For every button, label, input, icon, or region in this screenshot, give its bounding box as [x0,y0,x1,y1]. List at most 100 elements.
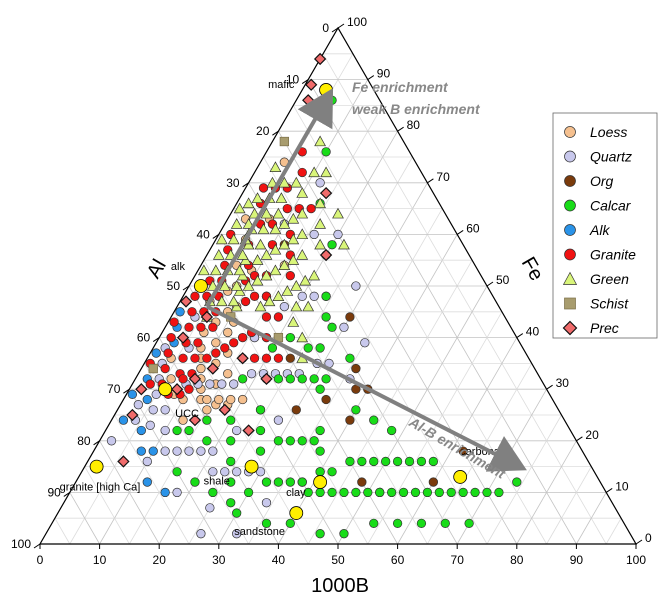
data-point-green [230,300,243,312]
data-point-alk [142,394,152,405]
data-point-calcar [273,436,284,446]
data-point-green [314,135,327,147]
right-tick-label: 10 [615,479,629,493]
data-point-green [332,207,344,219]
data-point-green [233,202,246,214]
grid-line [99,440,160,545]
data-point-green [314,197,327,209]
data-point-green [227,233,240,245]
data-point-granite [220,343,230,353]
data-point-green [314,218,327,229]
data-point-calcar [255,405,266,415]
data-point-calcar [172,467,182,477]
data-point-alk [151,348,161,358]
left-tick-mark [63,491,71,497]
data-point-quartz [205,379,215,389]
data-point-loess [196,363,206,374]
data-point-quartz [229,379,239,389]
data-point-quartz [196,446,206,456]
data-point-calcar [309,374,319,384]
data-point-green [320,166,332,178]
data-point-prec [319,248,333,262]
data-point-alk [127,389,138,400]
data-point-green [314,238,327,250]
reference-point [158,382,173,397]
left-tick-label: 60 [137,331,151,345]
bottom-tick-label: 30 [212,553,226,567]
bottom-tick-label: 80 [510,553,524,567]
data-point-green [299,274,312,286]
data-point-green [254,238,267,250]
data-point-loess [226,394,236,405]
data-point-green [269,243,282,255]
data-point-calcar [464,518,474,529]
grid-line [367,311,503,545]
data-point-calcar [357,456,367,467]
data-point-green [218,279,231,291]
grid-line [576,492,607,545]
data-point-quartz [246,369,257,379]
data-point-granite [211,348,221,358]
data-point-alk [136,425,146,436]
tick-labels: 0 10 20 30 40 50 60 70 80 90 100010203040506070809… [11,15,652,567]
data-point-green [308,166,321,178]
reference-point [289,506,304,520]
data-point-prec [117,455,130,468]
data-point-schist [279,136,290,147]
data-point-org [291,405,301,415]
data-point-calcar [172,425,182,436]
data-point-green [278,176,291,188]
data-point-calcar [392,456,403,467]
grid-line [263,156,488,545]
legend-label-calcar: Calcar [590,198,632,214]
reference-point [89,459,104,474]
data-point-calcar [226,415,236,425]
data-point-quartz [172,446,182,456]
reference-label: mafic [268,79,295,91]
left-tick-mark [212,233,220,239]
data-point-green [296,331,309,343]
data-point-green [198,264,210,276]
data-point-calcar [434,487,444,498]
data-point-schist [148,363,158,374]
data-point-green [254,300,267,312]
data-point-granite [208,322,218,332]
reference-label: UCC [175,408,199,420]
data-point-quartz [148,405,158,415]
data-point-green [296,249,309,260]
left-tick-mark [33,543,41,549]
data-point-granite [285,271,295,281]
data-point-granite [258,183,269,193]
data-point-green [287,254,300,265]
data-point-quartz [255,467,266,477]
data-point-calcar [226,456,236,467]
left-tick-mark [93,440,100,446]
data-point-calcar [416,518,427,529]
bottom-tick-label: 40 [272,553,286,567]
data-point-calcar [386,487,397,498]
grid-line [427,363,533,545]
data-point-green [272,290,285,301]
data-point-prec [313,52,327,66]
data-point-calcar [410,487,421,498]
data-point-calcar [273,477,284,487]
data-point-calcar [339,529,349,539]
data-point-quartz [205,503,215,513]
data-point-org [458,446,468,456]
data-point-green [212,249,225,260]
bottom-tick-label: 60 [391,553,405,567]
data-point-green [227,295,240,307]
data-point-quartz [315,178,325,188]
left-tick-label: 70 [107,382,121,396]
bottom-tick-label: 90 [570,553,584,567]
legend-marker-quartz [564,150,576,163]
data-point-calcar [416,456,427,467]
bottom-tick-label: 10 [93,553,107,567]
reference-point [319,83,333,97]
data-point-calcar [321,147,331,157]
data-point-org [357,477,367,487]
data-point-green [296,187,309,198]
data-point-green [215,295,228,307]
grid-line [173,311,309,545]
